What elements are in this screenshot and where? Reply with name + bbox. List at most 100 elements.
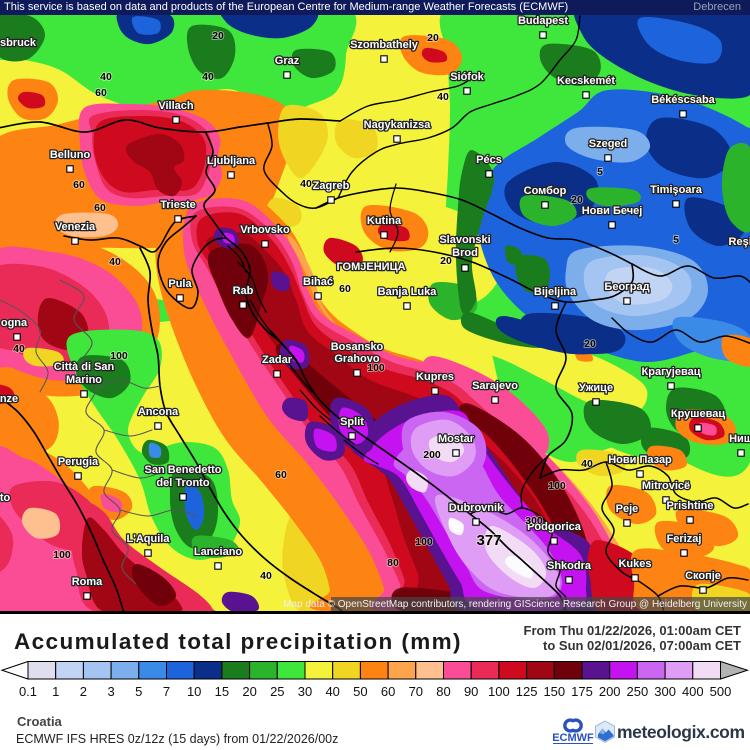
svg-text:Graz: Graz [275,55,300,67]
svg-text:Нови Пазар: Нови Пазар [608,454,672,466]
svg-text:40: 40 [109,256,121,268]
svg-text:Perugia: Perugia [58,456,99,468]
svg-text:Shkodra: Shkodra [547,560,592,572]
svg-text:Ужице: Ужице [579,382,613,394]
svg-text:Сомбор: Сомбор [524,185,567,197]
svg-text:Крагујевац: Крагујевац [642,366,701,378]
svg-text:30: 30 [298,684,312,699]
svg-text:Békéscsaba: Békéscsaba [651,94,715,106]
svg-text:Békéscsaba: Békéscsaba [651,94,715,106]
svg-text:Bihać: Bihać [303,276,333,288]
svg-text:100: 100 [415,536,433,548]
svg-text:Kutina: Kutina [367,215,402,227]
svg-text:Città di San: Città di San [54,361,115,373]
svg-text:Ancona: Ancona [138,406,179,418]
svg-text:100: 100 [110,350,128,362]
svg-text:40: 40 [109,256,121,268]
svg-text:Prishtine: Prishtine [666,500,713,512]
svg-text:40: 40 [300,178,312,190]
svg-text:Grahovo: Grahovo [334,353,380,365]
svg-text:Podgorica: Podgorica [527,521,582,533]
svg-text:Banja Luka: Banja Luka [378,286,438,298]
svg-text:Reşiţ: Reşiţ [729,236,750,248]
svg-text:ГОМЈЕНИЦА: ГОМЈЕНИЦА [336,261,405,273]
svg-text:Kupres: Kupres [416,371,454,383]
svg-text:Скопје: Скопје [685,570,721,582]
svg-text:400: 400 [682,684,704,699]
svg-text:Budapest: Budapest [518,15,568,27]
svg-text:50: 50 [353,684,367,699]
svg-text:10: 10 [187,684,201,699]
svg-text:Београд: Београд [604,281,649,293]
svg-text:Shkodra: Shkodra [547,560,592,572]
svg-text:Скопје: Скопје [685,570,721,582]
svg-text:Sarajevo: Sarajevo [472,380,518,392]
svg-text:40: 40 [437,91,449,103]
svg-text:3: 3 [107,684,114,699]
svg-text:del Tronto: del Tronto [156,477,209,489]
svg-text:60: 60 [95,87,107,99]
svg-text:Podgorica: Podgorica [527,521,582,533]
svg-text:40: 40 [100,71,112,83]
svg-text:100: 100 [367,362,385,374]
svg-text:20: 20 [571,194,583,206]
svg-text:Slavonski: Slavonski [439,234,490,246]
svg-text:ECMWF: ECMWF [552,732,594,744]
svg-text:60: 60 [275,469,287,481]
svg-text:100: 100 [488,684,510,699]
svg-text:Szeged: Szeged [589,138,628,150]
svg-text:5: 5 [597,166,603,178]
svg-text:80: 80 [387,557,399,569]
svg-text:Kutina: Kutina [367,215,402,227]
svg-text:L'Aquila: L'Aquila [127,533,171,545]
svg-text:Pécs: Pécs [476,154,502,166]
svg-text:Ljubljana: Ljubljana [207,155,256,167]
svg-text:Нови Пазар: Нови Пазар [608,454,672,466]
svg-text:Нови Бечеј: Нови Бечеј [582,205,643,217]
svg-text:ГОМЈЕНИЦА: ГОМЈЕНИЦА [336,261,405,273]
svg-text:Marino: Marino [66,374,102,386]
svg-text:60: 60 [381,684,395,699]
svg-text:Zadar: Zadar [262,354,293,366]
svg-text:5: 5 [673,234,679,246]
svg-text:Roma: Roma [72,576,103,588]
svg-text:Banja Luka: Banja Luka [378,286,438,298]
svg-text:Rab: Rab [233,285,254,297]
svg-text:Крушевац: Крушевац [671,408,725,420]
svg-text:40: 40 [581,458,593,470]
svg-text:1: 1 [52,684,59,699]
svg-text:15: 15 [215,684,229,699]
svg-text:Sarajevo: Sarajevo [472,380,518,392]
svg-text:Ferizaj: Ferizaj [667,533,702,545]
svg-text:Timişoara: Timişoara [650,184,703,196]
svg-text:2: 2 [80,684,87,699]
svg-text:Lanciano: Lanciano [194,546,243,558]
svg-text:meteologix.com: meteologix.com [617,722,745,742]
svg-text:Нови Бечеј: Нови Бечеј [582,205,643,217]
svg-text:40: 40 [13,343,25,355]
svg-text:Split: Split [340,416,364,428]
svg-text:Siófok: Siófok [450,71,484,83]
svg-text:Ancona: Ancona [138,406,179,418]
svg-text:200: 200 [423,449,441,461]
svg-text:Ниш: Ниш [729,433,750,445]
svg-text:sbruck: sbruck [0,37,37,49]
svg-text:Roma: Roma [72,576,103,588]
svg-text:Graz: Graz [275,55,300,67]
svg-text:5: 5 [135,684,142,699]
svg-text:Bosansko: Bosansko [331,341,384,353]
svg-text:Budapest: Budapest [518,15,568,27]
svg-text:Nagykanizsa: Nagykanizsa [364,119,432,131]
svg-text:0.1: 0.1 [19,684,37,699]
svg-text:377: 377 [476,532,501,549]
svg-text:Kecskemét: Kecskemét [557,75,615,87]
svg-text:del Tronto: del Tronto [156,477,209,489]
svg-text:60: 60 [339,283,351,295]
svg-text:250: 250 [627,684,649,699]
svg-text:to: to [0,492,10,504]
svg-text:Pula: Pula [168,278,192,290]
svg-text:40: 40 [13,343,25,355]
svg-text:Szombathely: Szombathely [350,39,419,51]
svg-text:40: 40 [260,570,272,582]
svg-text:300: 300 [525,515,543,527]
